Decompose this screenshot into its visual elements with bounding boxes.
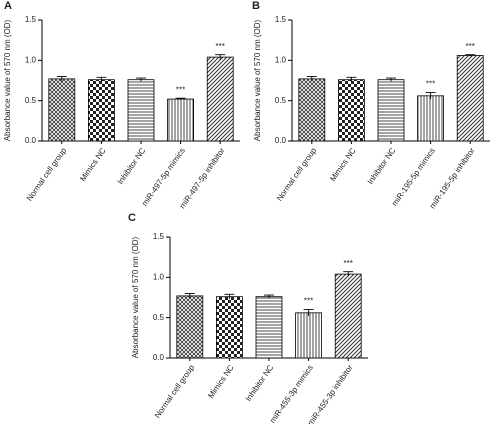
error-bar [215,54,226,60]
panel: C Absorbance value of 570 nm (OD) 0.0 0.5 1.… [128,212,368,424]
y-tick-label: 0.5 [153,313,165,322]
bar [456,55,484,142]
y-tick-label: 1.5 [25,15,37,24]
error-bar [306,76,317,82]
panel-label: A [4,0,12,12]
error-bar [224,293,235,300]
significance-label: *** [426,80,435,89]
y-tick-label: 0.0 [153,353,165,362]
panel-label: B [252,0,260,12]
significance-label: *** [466,42,475,51]
y-tick-label: 0.5 [25,96,37,105]
y-tick-label: 0.0 [25,136,37,145]
bar [334,273,362,359]
error-bar [465,54,476,57]
error-bar [303,309,314,317]
x-tick-label: Inhibitor NC [116,146,148,186]
panel: A Absorbance value of 570 nm (OD) 0.0 0.5 1.… [3,0,240,210]
error-bar [96,76,107,83]
bar [215,296,243,359]
error-bar [346,76,357,83]
x-tick-label: Inhibitor NC [366,146,398,186]
bar [167,98,195,142]
y-tick-label: 1.0 [25,55,37,64]
x-tick-label: Inhibitor NC [244,363,276,403]
x-tick-label: miR-497-5p mimics [140,146,187,208]
panel-label: C [128,212,136,224]
x-tick-label: Normal cell group [275,146,319,203]
x-tick-label: Mimics NC [206,363,236,400]
bar [295,312,323,359]
y-tick-label: 0.5 [275,96,287,105]
significance-label: *** [216,42,225,51]
error-bar [425,92,436,100]
y-axis-label: Absorbance value of 570 nm (OD) [253,19,262,141]
bar [127,79,155,142]
bar [206,56,234,142]
error-bar [175,97,186,100]
y-tick-label: 1.0 [153,272,165,281]
error-bar [136,77,146,82]
error-bar [264,294,274,299]
y-tick-label: 1.5 [153,232,165,241]
bar [337,79,365,142]
bar [88,79,115,142]
bar [48,78,76,142]
x-tick-label: Normal cell group [153,363,197,420]
x-tick-label: Normal cell group [25,146,69,203]
x-tick-label: miR-195-5p inhibitor [428,146,477,210]
bar [417,95,445,142]
significance-label: *** [304,297,313,306]
panel: B Absorbance value of 570 nm (OD) 0.0 0.5 1.… [252,0,490,210]
y-tick-label: 1.0 [275,55,287,64]
bar [298,78,326,142]
y-axis-label: Absorbance value of 570 nm (OD) [3,19,12,141]
x-tick-label: miR-195-5p mimics [390,146,437,208]
error-bar [386,77,396,82]
bar [176,295,204,359]
error-bar [184,293,195,299]
bar [377,79,405,142]
bar [255,296,283,359]
y-tick-label: 1.5 [275,15,287,24]
significance-label: *** [176,85,185,94]
y-tick-label: 0.0 [275,136,287,145]
x-tick-label: miR-497-5p inhibitor [178,146,227,210]
x-tick-label: miR-455-3p inhibitor [306,363,355,424]
x-tick-label: miR-455-3p mimics [268,363,315,424]
error-bar [343,271,354,277]
significance-label: *** [344,259,353,268]
x-tick-label: Mimics NC [328,146,358,183]
x-tick-label: Mimics NC [78,146,108,183]
error-bar [56,76,67,82]
y-axis-label: Absorbance value of 570 nm (OD) [131,236,140,358]
